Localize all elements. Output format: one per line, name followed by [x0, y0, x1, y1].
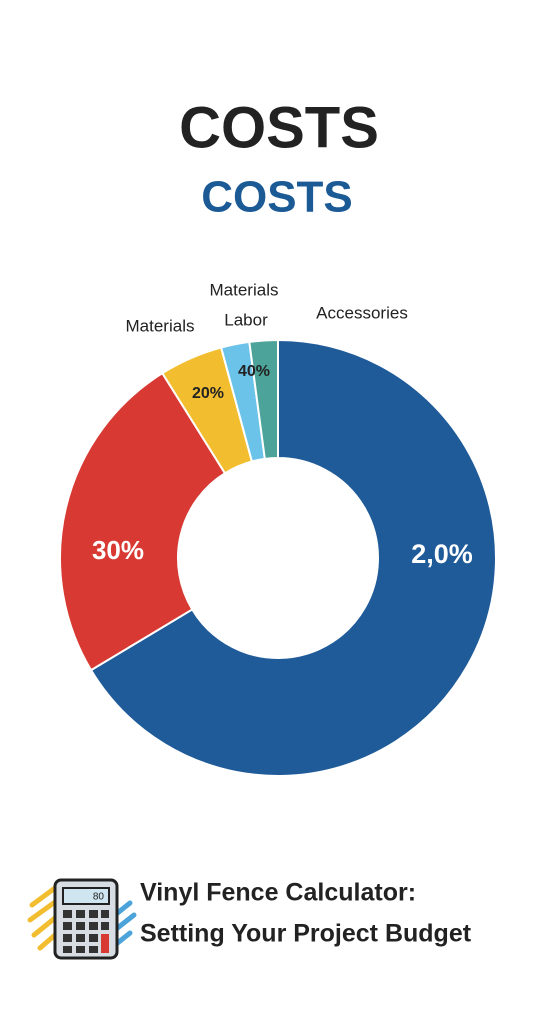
donut-chart: Materials Labor Accessories Materials 2,0% 30…: [59, 280, 497, 777]
title: COSTS: [179, 95, 379, 160]
slice-label: Materials: [126, 316, 195, 335]
calculator-icon: 80: [27, 878, 137, 960]
slice-text: 40%: [238, 363, 270, 380]
footer-line: Setting Your Project Budget: [140, 920, 472, 948]
slice-label: Accessories: [316, 303, 408, 322]
slice-text: 2,0%: [411, 539, 473, 569]
donut-slice: [89, 338, 497, 777]
footer-line: Vinyl Fence Calculator:: [140, 879, 416, 907]
extra-label: Materials: [210, 280, 279, 299]
slice-label: Labor: [224, 310, 268, 329]
slice-text: 30%: [92, 535, 144, 565]
donut-slice: [59, 371, 227, 672]
slice-text: 20%: [192, 385, 224, 402]
subtitle: COSTS: [201, 173, 353, 222]
icon-display: 80: [93, 892, 105, 903]
donut-slice: [248, 338, 279, 460]
